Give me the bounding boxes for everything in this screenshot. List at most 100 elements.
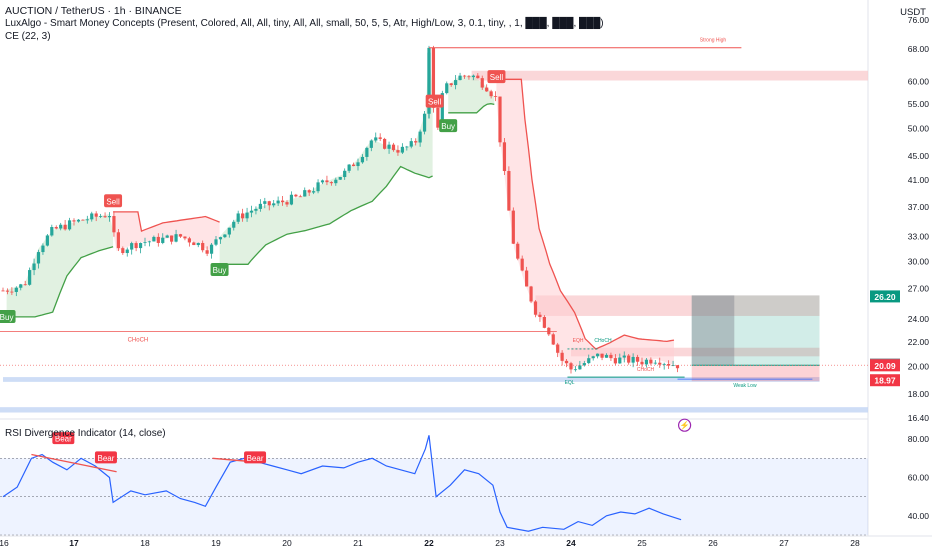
price-tag-3-box (870, 359, 900, 372)
candle-body (285, 202, 289, 205)
candle-body (587, 358, 591, 364)
candle-body (520, 258, 524, 271)
candle-body (618, 357, 622, 364)
ce-signals: Buy Sell Buy Sell Buy Sell (0, 70, 506, 324)
rsi-bear-3-box (244, 451, 267, 464)
candle-body (72, 220, 76, 222)
ce-line-2 (113, 211, 220, 232)
lightning-icon-circle (677, 418, 692, 432)
signal-4-box (425, 94, 444, 108)
candle-body (45, 235, 49, 246)
candle-body (223, 234, 227, 238)
lightning-icon: ⚡ (680, 420, 690, 430)
candle-body (36, 252, 41, 264)
candle-body (609, 354, 613, 359)
candle-body (320, 180, 325, 183)
price-tick-15: 16.40 (908, 413, 930, 423)
choch-label: CHoCH (128, 337, 149, 343)
candle-body (303, 190, 307, 197)
price-tag-1-box (870, 290, 900, 303)
candle-body (1, 290, 5, 292)
candle-body (63, 224, 67, 230)
price-axis[interactable]: 76.00 68.00 60.00 55.00 50.00 45.00 41.00 37.00… (870, 15, 929, 521)
time-tick-23: 23 (495, 538, 505, 548)
candle-body (658, 362, 662, 365)
candle-body (205, 250, 209, 254)
candle-body (502, 142, 507, 172)
candle-body (573, 369, 578, 371)
candle-body (147, 241, 152, 243)
candle-body (667, 363, 671, 366)
price-tick-6: 41.00 (908, 175, 930, 185)
candle-body (662, 363, 666, 365)
rsi-bear-1-box (52, 432, 75, 445)
ce-indicator-legend[interactable]: CE (22, 3) (5, 31, 51, 42)
candle-body (640, 361, 644, 365)
candle-body (351, 164, 356, 167)
candle-body (174, 234, 178, 242)
candle-body (143, 242, 147, 244)
currency-label[interactable]: USDT (900, 7, 926, 18)
price-tick-7: 37.00 (908, 202, 930, 212)
supply-zone-low (571, 347, 820, 357)
time-axis[interactable]: 16 17 18 19 20 21 22 23 24 25 26 27 28 (0, 538, 860, 548)
candle-body (156, 236, 160, 243)
candle-body (152, 236, 156, 242)
candle-body (454, 80, 458, 86)
candle-body (214, 239, 218, 245)
candle-body (613, 358, 617, 364)
signal-4-label: Sell (428, 98, 442, 107)
candle-body (54, 227, 58, 229)
candle-body (307, 190, 311, 193)
candle-body (312, 191, 316, 193)
time-tick-27: 27 (779, 538, 789, 548)
signal-5-label: Buy (441, 122, 455, 131)
candle-body (334, 179, 338, 184)
signal-6-box (487, 70, 506, 84)
candle-body (445, 83, 449, 94)
candle-body (14, 287, 18, 292)
candle-body (440, 93, 444, 128)
candle-body (249, 210, 254, 213)
candle-body (511, 210, 515, 244)
candle-body (414, 141, 418, 143)
signal-3-label: Buy (213, 266, 227, 275)
ce-line-3 (219, 165, 433, 265)
symbol-title[interactable]: AUCTION / TetherUS · 1h · BINANCE (5, 5, 182, 17)
candle-body (196, 242, 200, 246)
price-tick-1: 68.00 (908, 44, 930, 54)
candles (1, 45, 680, 374)
candle-body (569, 363, 573, 370)
choch-label-lower: CHoCH (637, 367, 655, 373)
candle-body (383, 138, 387, 149)
time-tick-25: 25 (637, 538, 647, 548)
signal-2-label: Sell (106, 197, 120, 206)
price-tick-4: 50.00 (908, 124, 930, 134)
signal-2-box (104, 194, 123, 208)
time-tick-18: 18 (140, 538, 150, 548)
candle-body (644, 359, 649, 365)
candle-body (316, 182, 320, 192)
time-tick-17: 17 (69, 538, 79, 548)
time-tick-16: 16 (0, 538, 9, 548)
candle-body (356, 162, 360, 167)
candle-body (67, 220, 72, 230)
ce-line-4 (448, 103, 495, 114)
rsi-tick-1: 60.00 (908, 473, 930, 483)
candle-body (631, 356, 635, 363)
rsi-line (2, 435, 682, 532)
candle-body (112, 216, 116, 233)
ce-line-1 (6, 246, 114, 318)
smc-indicator-legend[interactable]: LuxAlgo - Smart Money Concepts (Present,… (5, 18, 604, 29)
ce-fill-3 (219, 48, 433, 265)
candle-body (267, 201, 271, 206)
candle-body (467, 76, 471, 78)
candle-body (23, 284, 27, 286)
candle-body (28, 270, 32, 285)
candle-body (436, 107, 440, 128)
rsi-indicator-legend[interactable]: RSI Divergence Indicator (14, close) (5, 428, 166, 439)
candle-body (564, 360, 569, 364)
candle-body (378, 137, 382, 139)
candle-body (675, 365, 680, 369)
